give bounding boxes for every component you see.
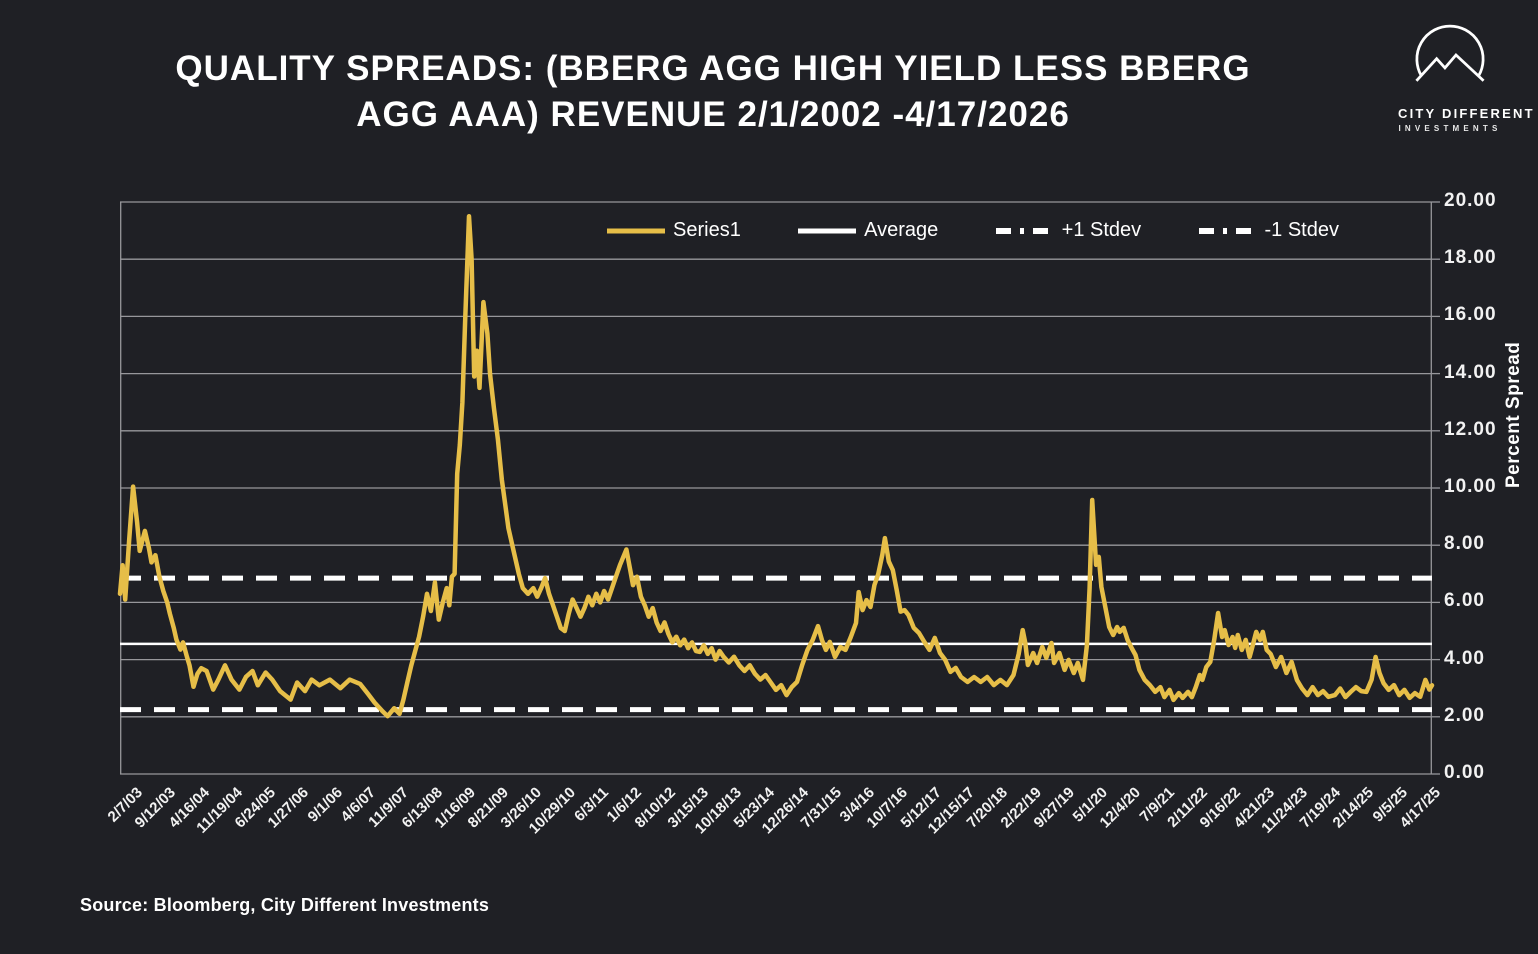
legend-swatch: [607, 228, 665, 233]
y-tick-label: 14.00: [1444, 361, 1497, 383]
legend-swatch: [798, 228, 857, 233]
legend-item-series1: Series1: [607, 219, 741, 242]
y-tick-label: 10.00: [1444, 476, 1497, 497]
legend-label: Series1: [673, 219, 741, 241]
y-tick-label: 16.00: [1444, 304, 1497, 326]
y-tick-label: 8.00: [1444, 533, 1485, 555]
chart-legend: Series1 Average +1 Stdev -1 Stdev: [607, 219, 1339, 242]
legend-label: +1 Stdev: [1061, 219, 1142, 241]
y-axis-title: Percent Spread: [1503, 341, 1524, 488]
y-tick-label: 6.00: [1444, 590, 1485, 612]
y-tick-label: 2.00: [1444, 704, 1485, 726]
series1-line: [117, 214, 1435, 719]
legend-item--1-stdev: -1 Stdev: [1198, 219, 1339, 242]
y-tick-label: 20.00: [1444, 190, 1497, 211]
chart-title-line2: AGG AAA) REVENUE 2/1/2002 -4/17/2026: [356, 95, 1070, 135]
legend-swatch: [995, 227, 1054, 234]
y-tick-label: 0.00: [1444, 762, 1485, 783]
line-chart-plot: [117, 201, 1440, 775]
y-tick-label: 12.00: [1444, 418, 1497, 440]
legend-label: Average: [864, 219, 939, 241]
y-tick-label: 18.00: [1444, 247, 1497, 269]
mountain-circle-icon: [1415, 24, 1485, 82]
source-note: Source: Bloomberg, City Different Invest…: [80, 895, 490, 915]
company-logo: CITY DIFFERENT INVESTMENTS: [1398, 20, 1535, 133]
chart-title: QUALITY SPREADS: (BBERG AGG HIGH YIELD L…: [88, 46, 1338, 138]
logo-name: CITY DIFFERENT: [1398, 106, 1535, 121]
chart-title-line1: QUALITY SPREADS: (BBERG AGG HIGH YIELD L…: [175, 49, 1251, 88]
legend-item-average: Average: [798, 219, 938, 242]
y-tick-label: 4.00: [1444, 647, 1485, 669]
legend-label: -1 Stdev: [1264, 219, 1339, 241]
legend-item--1-stdev: +1 Stdev: [995, 219, 1142, 242]
legend-swatch: [1198, 227, 1257, 234]
logo-subname: INVESTMENTS: [1398, 124, 1502, 133]
